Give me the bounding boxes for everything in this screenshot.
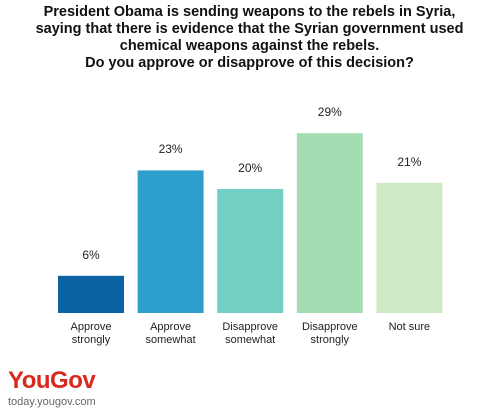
value-label: 21% (397, 154, 422, 169)
x-tick-label: Disapprove somewhat (222, 321, 278, 346)
bar (217, 189, 284, 313)
bar (376, 182, 443, 313)
chart-title: President Obama is sending weapons to th… (35, 4, 464, 54)
logo: YouGov (8, 367, 96, 394)
bar (137, 170, 204, 313)
bar (296, 133, 363, 313)
x-tick-label: Approve somewhat (145, 321, 196, 346)
value-label: 23% (158, 142, 183, 157)
value-label: 29% (317, 105, 342, 120)
x-tick-label: Approve strongly (70, 321, 112, 346)
x-tick-label: Not sure (388, 321, 431, 333)
value-label: 20% (238, 161, 263, 175)
chart-subtitle: Do you approve or disapprove of this dec… (85, 55, 414, 71)
bar (58, 275, 124, 313)
x-tick-label: Disapprove strongly (301, 321, 358, 346)
logo-url: today.yougov.com (8, 396, 96, 408)
value-label: 6% (82, 247, 100, 262)
